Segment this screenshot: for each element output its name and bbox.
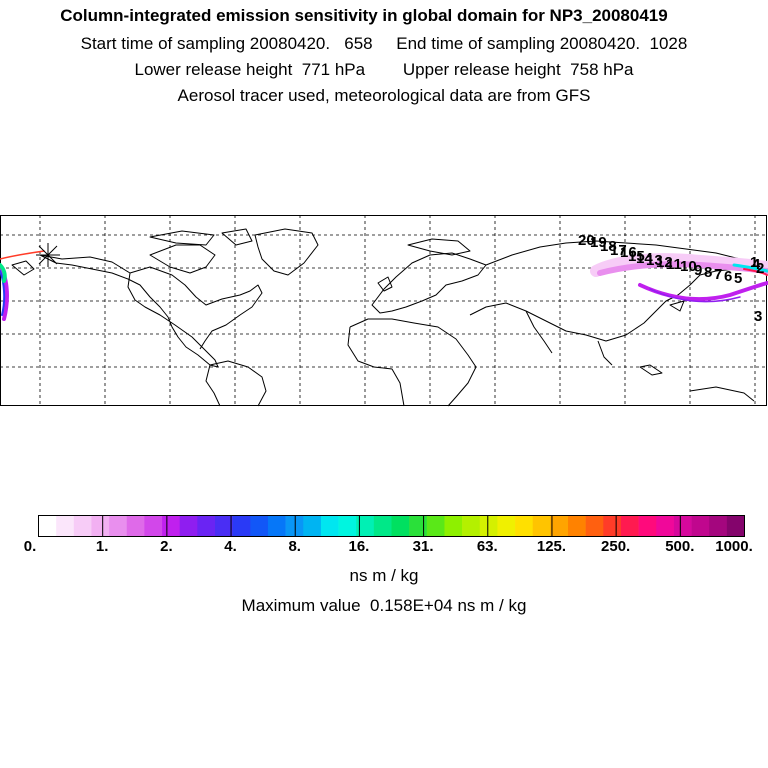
colorbar-swatch	[444, 515, 463, 537]
colorbar-swatch	[73, 515, 92, 537]
plume-time-label: 20	[578, 232, 595, 249]
colorbar-swatch	[303, 515, 322, 537]
colorbar-swatch	[144, 515, 163, 537]
colorbar-swatch	[620, 515, 639, 537]
colorbar-swatch	[232, 515, 251, 537]
colorbar-tick-label: 125.	[536, 538, 567, 555]
plume-time-label: 7	[714, 266, 722, 283]
plume-time-label: 19	[590, 234, 607, 251]
plume-time-label: 6	[724, 268, 732, 285]
plume-time-label: 1	[750, 254, 758, 271]
colorbar-swatch	[426, 515, 445, 537]
map-title: Column-integrated emission sensitivity i…	[60, 6, 668, 25]
plume-time-label: 8	[704, 264, 712, 281]
colorbar-swatch	[726, 515, 745, 537]
colorbar-swatch	[568, 515, 586, 537]
colorbar-swatch	[550, 515, 569, 537]
colorbar-swatch	[250, 515, 269, 537]
colorbar-tick-label: 31.	[412, 538, 434, 555]
colorbar-swatch	[515, 515, 533, 537]
colorbar-swatch	[532, 515, 551, 537]
colorbar-swatch	[197, 515, 216, 537]
colorbar-swatch	[497, 515, 516, 537]
colorbar-swatch	[356, 515, 375, 537]
sampling-time-line: Start time of sampling 20080420. 658 End…	[80, 34, 688, 53]
plume-time-label: 2	[756, 260, 764, 277]
colorbar-tick-label: 250.	[601, 538, 631, 555]
colorbar-swatch	[162, 515, 180, 537]
colorbar-tick-label: 500.	[665, 538, 695, 555]
plume-time-label: 9	[694, 262, 702, 279]
colorbar	[38, 515, 745, 537]
plume-time-label: 16	[620, 244, 637, 261]
colorbar-tick-label: 1.	[95, 538, 109, 555]
colorbar-swatch	[373, 515, 392, 537]
colorbar-tick-label: 0.	[23, 538, 37, 555]
plume-time-label: 10	[680, 258, 697, 275]
colorbar-swatch	[585, 515, 604, 537]
colorbar-tick-label: 2.	[160, 538, 173, 555]
colorbar-swatch	[673, 515, 692, 537]
plume-time-label: 13	[646, 252, 663, 269]
colorbar-swatch	[320, 515, 339, 537]
colorbar-swatch	[338, 515, 357, 537]
colorbar-swatch	[603, 515, 622, 537]
plume-time-label: 15	[628, 248, 645, 265]
colorbar-tick-label: 16.	[348, 538, 370, 555]
colorbar-tick-label: 4.	[224, 538, 237, 555]
colorbar-swatch	[91, 515, 110, 537]
colorbar-swatch	[215, 515, 233, 537]
tracer-info-line: Aerosol tracer used, meteorological data…	[177, 86, 591, 105]
colorbar-border	[38, 515, 745, 537]
colorbar-swatch	[479, 515, 498, 537]
colorbar-swatch	[38, 515, 57, 537]
colorbar-swatch	[267, 515, 286, 537]
plume-time-label: 14	[636, 250, 653, 267]
maximum-value-label: Maximum value 0.158E+04 ns m / kg	[241, 596, 527, 615]
colorbar-tick-label: 1000.	[715, 538, 753, 555]
plume-time-label: 4	[752, 256, 761, 273]
colorbar-swatch	[285, 515, 304, 537]
plume-time-label: 3	[754, 308, 762, 325]
release-height-line: Lower release height 771 hPa Upper relea…	[134, 60, 634, 79]
plume-time-label: 5	[734, 270, 742, 287]
colorbar-swatch	[656, 515, 675, 537]
graticule	[0, 215, 767, 406]
colorbar-swatch	[462, 515, 481, 537]
emission-sensitivity-plume	[0, 250, 768, 321]
plume-time-label: 18	[600, 238, 617, 255]
plume-time-label: 11	[666, 256, 682, 273]
colorbar-swatch	[691, 515, 710, 537]
colorbar-swatch	[391, 515, 410, 537]
colorbar-tick-label: 8.	[288, 538, 301, 555]
plume-time-label: 12	[656, 254, 673, 271]
coastlines	[11, 228, 767, 407]
colorbar-swatch	[109, 515, 128, 537]
colorbar-swatch	[126, 515, 145, 537]
colorbar-swatch	[638, 515, 657, 537]
colorbar-tick-label: 63.	[476, 538, 498, 555]
colorbar-swatch	[709, 515, 728, 537]
colorbar-units: ns m / kg	[349, 566, 419, 585]
colorbar-swatch	[409, 515, 428, 537]
release-location-asterisk-icon	[36, 243, 60, 267]
plume-time-label: 17	[610, 242, 627, 259]
colorbar-swatch	[179, 515, 198, 537]
colorbar-swatch	[56, 515, 75, 537]
